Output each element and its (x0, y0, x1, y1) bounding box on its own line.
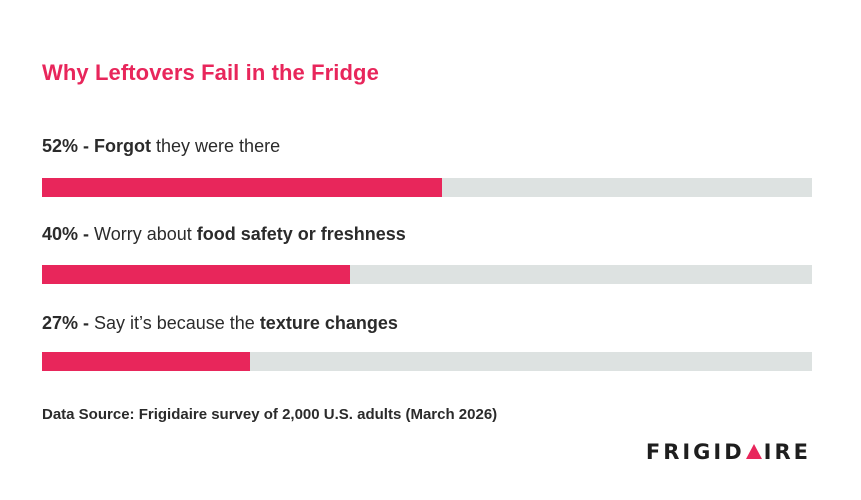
bar-text-after: they were there (151, 136, 281, 156)
bar-track-forgot (42, 178, 812, 197)
bar-fill-food-safety (42, 265, 350, 284)
logo-text-right: IRE (763, 440, 811, 464)
logo-triangle-icon (745, 443, 762, 459)
bar-percent: 27% (42, 313, 79, 333)
bar-separator: - (78, 224, 95, 244)
bar-percent: 40% (42, 224, 79, 244)
chart-title: Why Leftovers Fail in the Fridge (42, 60, 379, 85)
bar-text-bold: texture changes (259, 313, 398, 333)
bar-track-texture (42, 352, 812, 371)
bar-label-food-safety: 40% - Worry about food safety or freshne… (42, 224, 406, 245)
bar-text-bold: food safety or freshness (196, 224, 406, 244)
bar-track-food-safety (42, 265, 812, 284)
logo-text-left: FRIGID (645, 440, 745, 464)
data-source-note: Data Source: Frigidaire survey of 2,000 … (42, 406, 498, 423)
bar-label-texture: 27% - Say it’s because the texture chang… (42, 313, 398, 334)
frigidaire-logo: FRIGID IRE (646, 437, 811, 467)
bar-text-before: Say it’s because the (94, 313, 260, 333)
bar-text-before: Worry about (94, 224, 197, 244)
bar-fill-forgot (42, 178, 443, 197)
bar-percent: 52% (42, 136, 79, 156)
bar-text-bold: Forgot (94, 136, 152, 156)
bar-separator: - (78, 313, 95, 333)
bar-fill-texture (42, 352, 250, 371)
bar-label-forgot: 52% - Forgot they were there (42, 136, 280, 157)
bar-separator: - (78, 136, 95, 156)
